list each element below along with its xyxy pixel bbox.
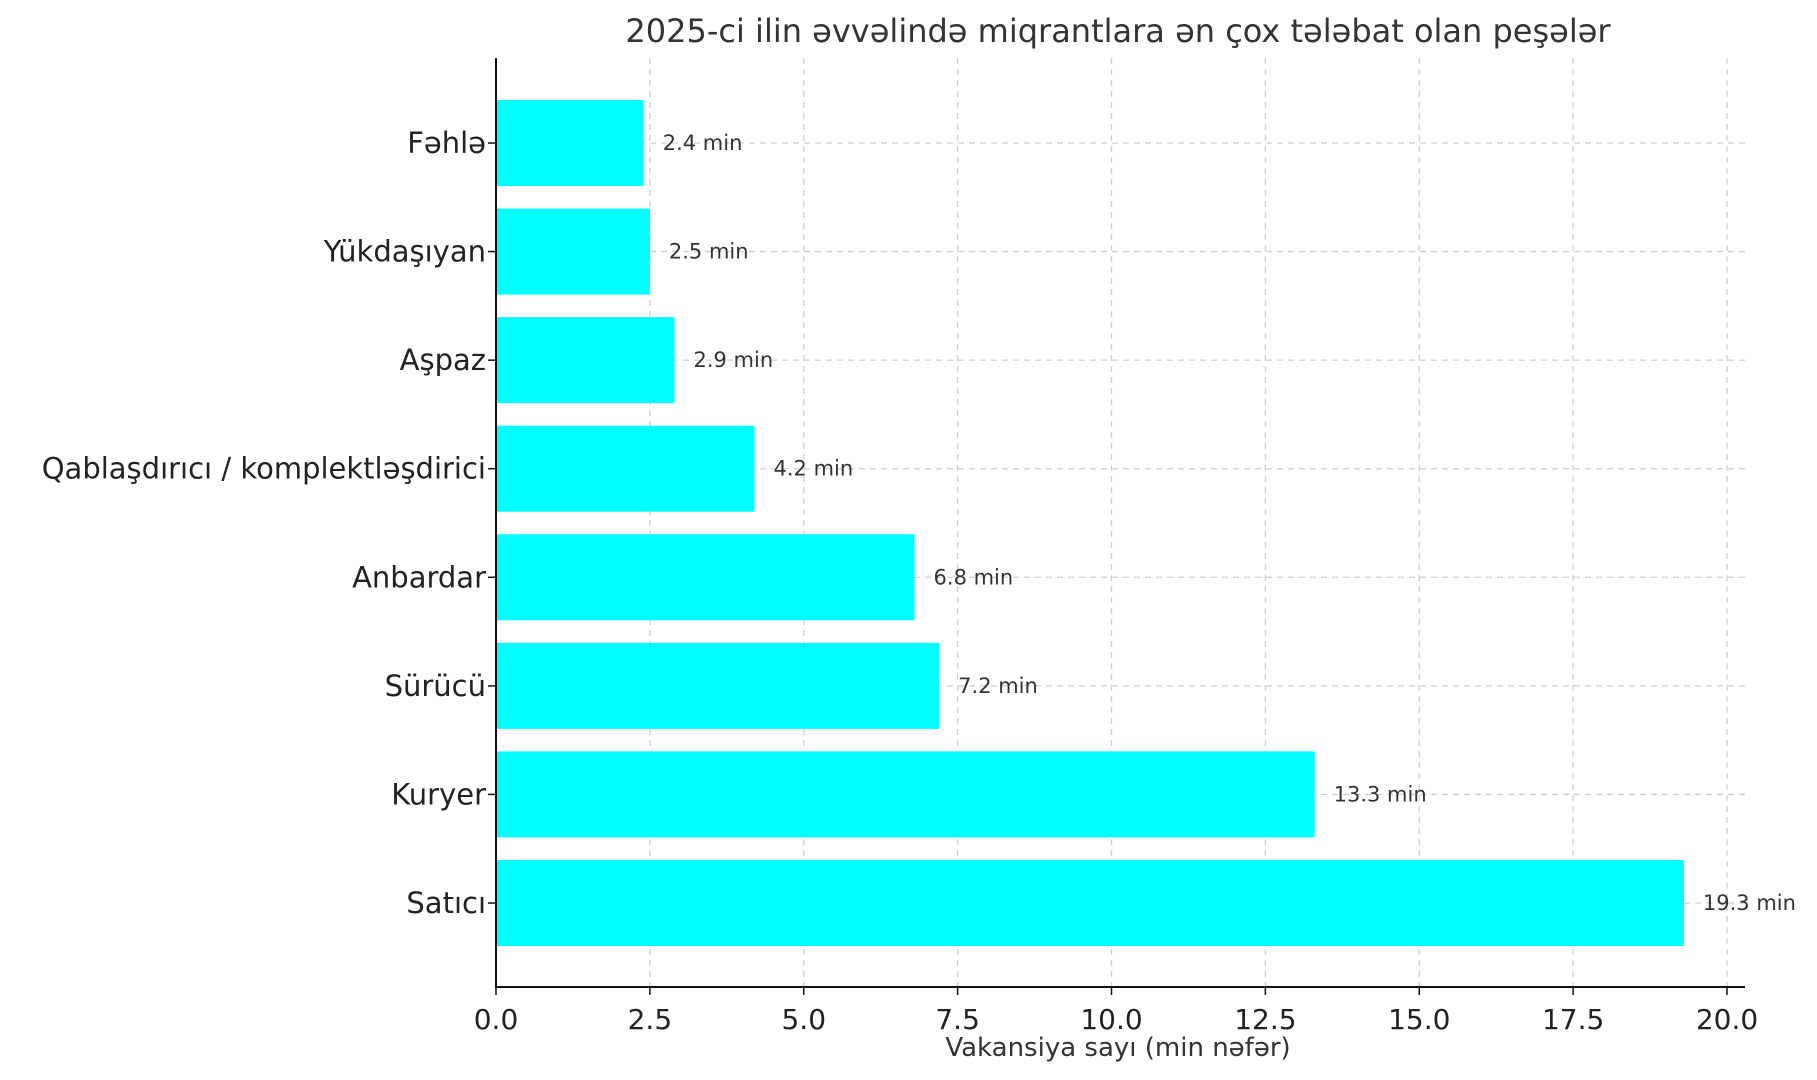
category-label: Yükdaşıyan <box>323 235 486 269</box>
data-label: 6.8 min <box>934 565 1014 589</box>
labels: Fəhlə 2.4 min Yükdaşıyan 2.5 min Aşpaz 2.9 mi… <box>42 126 1796 920</box>
category-label: Kuryer <box>391 777 486 811</box>
category-label: Fəhlə <box>407 126 486 160</box>
x-tick-label: 0.0 <box>474 1003 519 1036</box>
data-label: 7.2 min <box>958 674 1038 698</box>
data-label: 19.3 min <box>1703 891 1796 915</box>
category-label: Sürücü <box>385 669 486 703</box>
data-label: 2.4 min <box>663 131 743 155</box>
bar <box>496 534 915 621</box>
bar <box>496 100 644 186</box>
axes: 0.0 2.5 5.0 7.5 10.0 12.5 15.0 17.5 20.0 <box>474 58 1758 1036</box>
bar <box>496 317 675 404</box>
data-label: 2.9 min <box>693 348 773 372</box>
category-label: Aşpaz <box>400 343 486 377</box>
category-label: Qablaşdırıcı / komplektləşdirici <box>42 452 486 486</box>
data-label: 13.3 min <box>1334 782 1427 806</box>
bars <box>496 100 1684 946</box>
x-tick-label: 15.0 <box>1388 1003 1450 1036</box>
x-tick-label: 20.0 <box>1696 1003 1758 1036</box>
x-tick-label: 10.0 <box>1080 1003 1142 1036</box>
x-tick-label: 5.0 <box>781 1003 826 1036</box>
bar <box>496 208 650 295</box>
category-label: Satıcı <box>406 886 486 920</box>
x-tick-label: 12.5 <box>1234 1003 1296 1036</box>
category-label: Anbardar <box>352 560 486 594</box>
bar <box>496 860 1684 946</box>
x-tick-label: 2.5 <box>628 1003 673 1036</box>
x-tick-label: 17.5 <box>1542 1003 1604 1036</box>
x-axis-title: Vakansiya sayı (min nəfər) <box>945 1033 1290 1063</box>
data-label: 4.2 min <box>774 457 854 481</box>
bar <box>496 642 940 729</box>
bar <box>496 751 1315 838</box>
grid <box>496 58 1745 987</box>
bar <box>496 425 755 512</box>
x-tick-label: 7.5 <box>935 1003 980 1036</box>
chart-title: 2025-ci ilin əvvəlində miqrantlara ən ço… <box>625 12 1611 50</box>
data-label: 2.5 min <box>669 240 749 264</box>
